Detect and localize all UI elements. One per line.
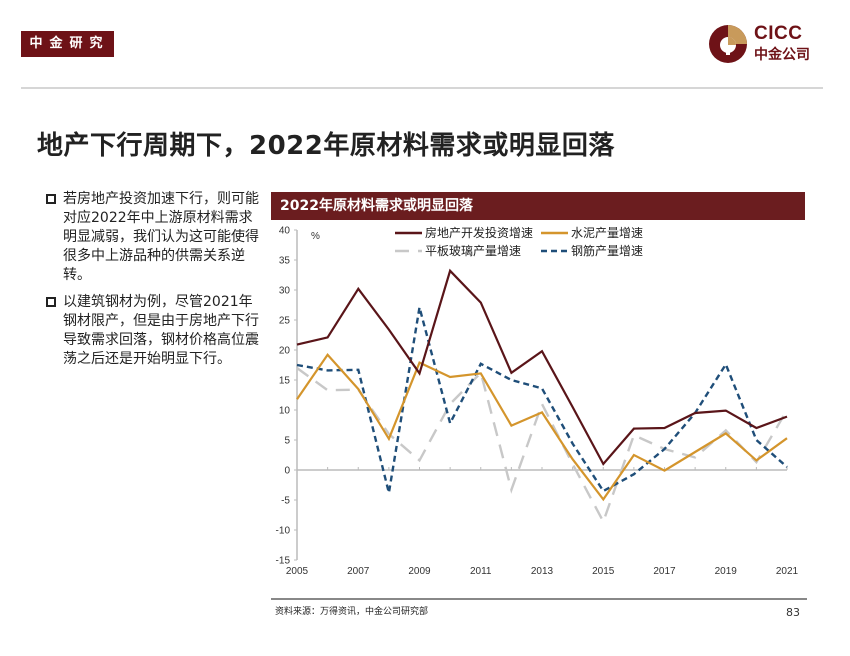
department-badge: 中金研究部 (21, 31, 114, 77)
y-tick-label: 10 (279, 406, 291, 417)
legend-label: 水泥产量增速 (571, 226, 643, 240)
y-tick-label: 35 (279, 256, 291, 267)
x-tick-label: 2021 (776, 566, 799, 577)
x-tick-label: 2019 (715, 566, 738, 577)
legend-label: 钢筋产量增速 (571, 243, 643, 258)
square-bullet-icon (46, 297, 56, 307)
cicc-logo-icon (709, 25, 747, 63)
chart-axes: -15 -10 -5 0 5 10 15 20 25 30 35 40 2005 2007 2009 2011… (276, 226, 799, 578)
x-tick-label: 2013 (531, 566, 554, 577)
cicc-logo: CICC 中金公司 (708, 22, 823, 66)
logo-text-cn: 中金公司 (754, 47, 810, 63)
chart-lines (296, 268, 789, 525)
line-chart: -15 -10 -5 0 5 10 15 20 25 30 35 40 2005 2007 2009 2011… (276, 225, 799, 578)
source-note: 资料来源：万得资讯，中金公司研究部 (275, 607, 429, 617)
y-tick-label: 25 (279, 316, 291, 327)
y-tick-label: 15 (279, 376, 291, 387)
square-bullet-icon (46, 194, 56, 204)
footer-divider (271, 598, 807, 600)
series-line-0 (296, 268, 788, 466)
legend-label: 房地产开发投资增速 (425, 225, 533, 240)
x-tick-label: 2009 (408, 566, 431, 577)
y-tick-label: -5 (281, 496, 290, 507)
series-line-2 (296, 367, 789, 525)
page-title: 地产下行周期下，2022年原材料需求或明显回落 (37, 131, 615, 161)
series-line-1 (296, 353, 788, 502)
x-tick-label: 2007 (347, 566, 370, 577)
bullet-text: 以建筑钢材为例，尽管2021年钢材限产，但是由于房地产下行导致需求回落，钢材价格… (63, 294, 259, 367)
y-tick-label: -15 (276, 556, 291, 567)
y-tick-label: 20 (279, 346, 291, 357)
page-number: 83 (786, 606, 800, 619)
y-tick-label: 5 (284, 436, 290, 447)
bullet-list: 若房地产投资加速下行，则可能对应2022年中上游原材料需求明显减弱，我们认为这可… (46, 190, 261, 377)
y-axis-unit-label: % (311, 231, 320, 242)
y-tick-label: 40 (279, 226, 291, 237)
x-tick-label: 2017 (653, 566, 676, 577)
y-tick-label: 30 (279, 286, 291, 297)
x-tick-label: 2015 (592, 566, 615, 577)
bullet-text: 若房地产投资加速下行，则可能对应2022年中上游原材料需求明显减弱，我们认为这可… (63, 191, 259, 283)
bullet-item: 若房地产投资加速下行，则可能对应2022年中上游原材料需求明显减弱，我们认为这可… (46, 190, 261, 285)
header-divider (21, 87, 823, 89)
bullet-item: 以建筑钢材为例，尽管2021年钢材限产，但是由于房地产下行导致需求回落，钢材价格… (46, 293, 261, 369)
logo-text-en: CICC (754, 23, 803, 44)
chart-header: 2022年原材料需求或明显回落 (271, 192, 805, 220)
x-tick-label: 2011 (470, 566, 492, 577)
y-tick-label: -10 (276, 526, 291, 537)
y-tick-label: 0 (284, 466, 290, 477)
series-line-3 (296, 307, 788, 494)
legend-label: 平板玻璃产量增速 (425, 244, 521, 258)
x-tick-label: 2005 (286, 566, 309, 577)
